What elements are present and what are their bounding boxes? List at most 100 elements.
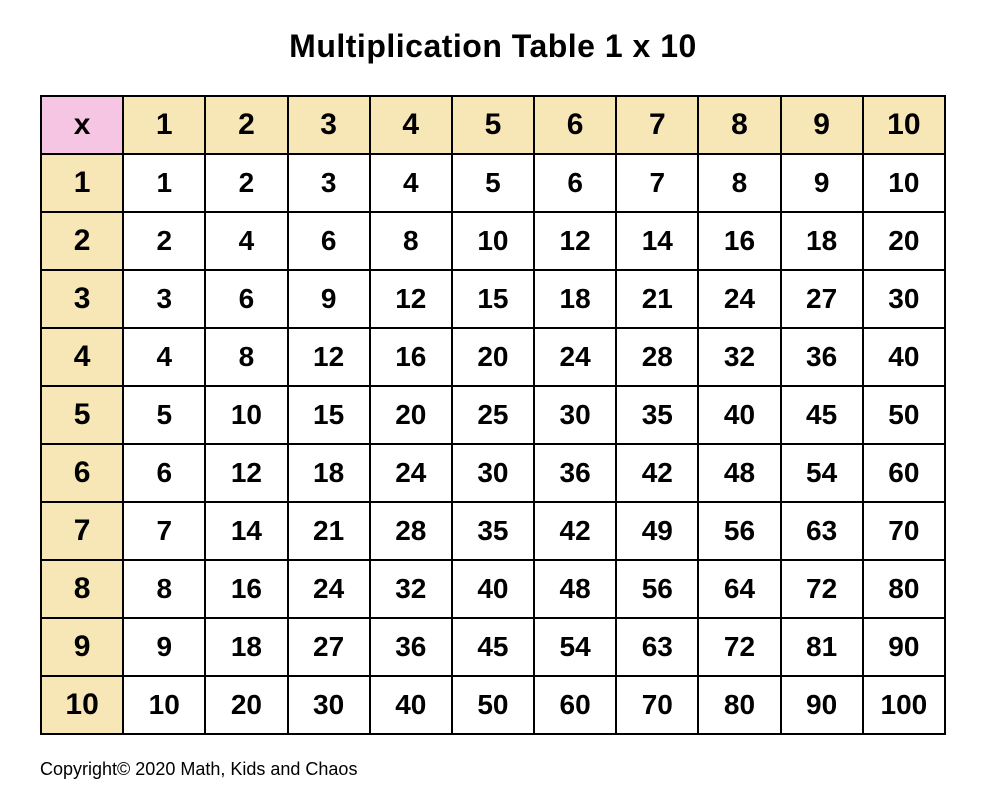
table-cell: 10: [863, 154, 945, 212]
table-cell: 10: [205, 386, 287, 444]
table-cell: 21: [288, 502, 370, 560]
table-cell: 1: [123, 154, 205, 212]
table-row: 9 9 18 27 36 45 54 63 72 81 90: [41, 618, 945, 676]
column-header: 8: [698, 96, 780, 154]
row-header: 5: [41, 386, 123, 444]
row-header: 10: [41, 676, 123, 734]
table-cell: 5: [452, 154, 534, 212]
table-cell: 24: [534, 328, 616, 386]
table-cell: 18: [205, 618, 287, 676]
table-cell: 2: [205, 154, 287, 212]
row-header: 2: [41, 212, 123, 270]
table-cell: 24: [698, 270, 780, 328]
table-cell: 32: [698, 328, 780, 386]
table-cell: 9: [288, 270, 370, 328]
table-cell: 7: [123, 502, 205, 560]
table-cell: 10: [452, 212, 534, 270]
table-cell: 42: [616, 444, 698, 502]
table-cell: 16: [205, 560, 287, 618]
table-cell: 24: [370, 444, 452, 502]
table-cell: 15: [452, 270, 534, 328]
table-cell: 70: [863, 502, 945, 560]
table-cell: 30: [288, 676, 370, 734]
table-row: 5 5 10 15 20 25 30 35 40 45 50: [41, 386, 945, 444]
column-header: 9: [781, 96, 863, 154]
table-row: 1 1 2 3 4 5 6 7 8 9 10: [41, 154, 945, 212]
table-cell: 70: [616, 676, 698, 734]
table-cell: 64: [698, 560, 780, 618]
column-header: 4: [370, 96, 452, 154]
table-cell: 4: [123, 328, 205, 386]
table-cell: 20: [370, 386, 452, 444]
table-cell: 36: [534, 444, 616, 502]
table-cell: 40: [863, 328, 945, 386]
row-header: 9: [41, 618, 123, 676]
table-cell: 54: [781, 444, 863, 502]
table-cell: 36: [370, 618, 452, 676]
table-cell: 25: [452, 386, 534, 444]
column-header: 1: [123, 96, 205, 154]
table-cell: 8: [698, 154, 780, 212]
table-cell: 35: [452, 502, 534, 560]
table-cell: 6: [288, 212, 370, 270]
table-cell: 28: [616, 328, 698, 386]
table-cell: 40: [370, 676, 452, 734]
table-cell: 12: [205, 444, 287, 502]
table-cell: 18: [534, 270, 616, 328]
table-cell: 35: [616, 386, 698, 444]
table-cell: 28: [370, 502, 452, 560]
table-cell: 9: [781, 154, 863, 212]
table-cell: 45: [781, 386, 863, 444]
row-header: 6: [41, 444, 123, 502]
column-header: 7: [616, 96, 698, 154]
table-cell: 12: [288, 328, 370, 386]
row-header: 3: [41, 270, 123, 328]
table-cell: 30: [452, 444, 534, 502]
table-cell: 5: [123, 386, 205, 444]
table-cell: 45: [452, 618, 534, 676]
table-cell: 50: [863, 386, 945, 444]
table-cell: 40: [698, 386, 780, 444]
table-cell: 3: [123, 270, 205, 328]
table-row: 8 8 16 24 32 40 48 56 64 72 80: [41, 560, 945, 618]
table-cell: 21: [616, 270, 698, 328]
table-cell: 18: [288, 444, 370, 502]
table-cell: 48: [534, 560, 616, 618]
column-header: 2: [205, 96, 287, 154]
table-cell: 60: [534, 676, 616, 734]
table-cell: 9: [123, 618, 205, 676]
table-row: 2 2 4 6 8 10 12 14 16 18 20: [41, 212, 945, 270]
table-cell: 18: [781, 212, 863, 270]
page: Multiplication Table 1 x 10 x 1 2 3 4 5 …: [0, 0, 986, 802]
table-cell: 4: [205, 212, 287, 270]
table-corner-cell: x: [41, 96, 123, 154]
table-cell: 54: [534, 618, 616, 676]
table-cell: 8: [370, 212, 452, 270]
table-cell: 4: [370, 154, 452, 212]
table-cell: 56: [616, 560, 698, 618]
table-cell: 100: [863, 676, 945, 734]
table-cell: 14: [616, 212, 698, 270]
table-cell: 72: [698, 618, 780, 676]
table-cell: 48: [698, 444, 780, 502]
column-header: 10: [863, 96, 945, 154]
row-header: 4: [41, 328, 123, 386]
table-row: 7 7 14 21 28 35 42 49 56 63 70: [41, 502, 945, 560]
table-cell: 27: [781, 270, 863, 328]
table-cell: 27: [288, 618, 370, 676]
copyright-text: Copyright© 2020 Math, Kids and Chaos: [40, 759, 357, 780]
row-header: 8: [41, 560, 123, 618]
table-cell: 30: [534, 386, 616, 444]
table-cell: 80: [863, 560, 945, 618]
row-header: 1: [41, 154, 123, 212]
table-cell: 20: [452, 328, 534, 386]
table-cell: 20: [205, 676, 287, 734]
table-cell: 36: [781, 328, 863, 386]
table-cell: 63: [781, 502, 863, 560]
table-cell: 42: [534, 502, 616, 560]
table-row: 4 4 8 12 16 20 24 28 32 36 40: [41, 328, 945, 386]
table-row: 3 3 6 9 12 15 18 21 24 27 30: [41, 270, 945, 328]
table-cell: 8: [123, 560, 205, 618]
table-cell: 24: [288, 560, 370, 618]
table-cell: 81: [781, 618, 863, 676]
